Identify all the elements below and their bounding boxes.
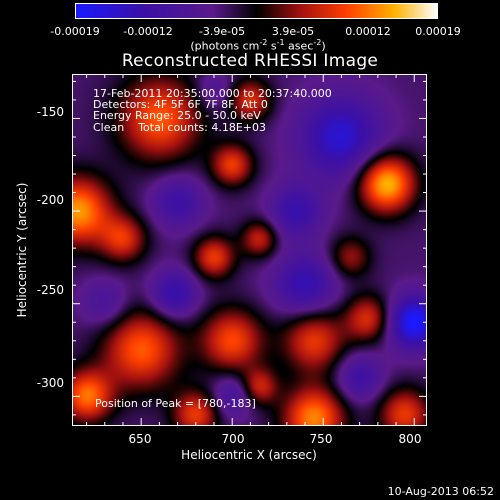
plot-border [72,74,427,426]
colorbar-tick-label: -0.00019 [50,25,100,38]
colorbar-tick-label: -0.00012 [123,25,173,38]
y-tick-label: -200 [36,193,64,207]
x-tick-label: 750 [309,432,333,446]
colorbar-tick-label: 0.00012 [345,25,391,38]
rhessi-image-heatmap [72,74,427,426]
y-axis-label: Heliocentric Y (arcsec) [15,182,29,318]
unit-text: (photons cm [190,39,260,53]
y-tick-label: -300 [36,376,64,390]
unit-text: asec [284,39,314,53]
plot-frame [72,74,427,426]
axis-ticks [72,74,427,426]
colorbar-tick-label: 0.00019 [415,25,461,38]
colorbar-tick-label: -3.9e-05 [198,25,246,38]
y-tick-label: -150 [36,105,64,119]
peak-position-label: Position of Peak = [780,-183] [95,397,256,410]
colorbar-tick-label: 3.9e-05 [271,25,315,38]
x-tick-label: 650 [128,432,152,446]
info-detectors: Detectors: 4F 5F 6F 7F 8F, Att 0 [93,98,268,111]
timestamp: 10-Aug-2013 06:52 [387,485,494,498]
info-total-counts: Clean Total counts: 4.18E+03 [93,121,267,134]
colorbar [75,3,438,19]
info-time-range: 17-Feb-2011 20:35:00.000 to 20:37:40.000 [93,87,332,100]
colorbar-unit-label: (photons cm-2 s-1 asec-2) [190,38,325,53]
unit-exponent: -2 [313,38,322,47]
info-energy-range: Energy Range: 25.0 - 50.0 keV [93,109,261,122]
y-tick-label: -250 [36,283,64,297]
x-axis-label: Heliocentric X (arcsec) [181,448,317,462]
unit-text: ) [321,39,326,53]
unit-exponent: -2 [259,38,268,47]
x-tick-label: 700 [221,432,245,446]
chart-title: Reconstructed RHESSI Image [121,51,379,71]
unit-text: s [267,39,277,53]
x-tick-label: 800 [398,432,422,446]
unit-exponent: -1 [276,38,285,47]
